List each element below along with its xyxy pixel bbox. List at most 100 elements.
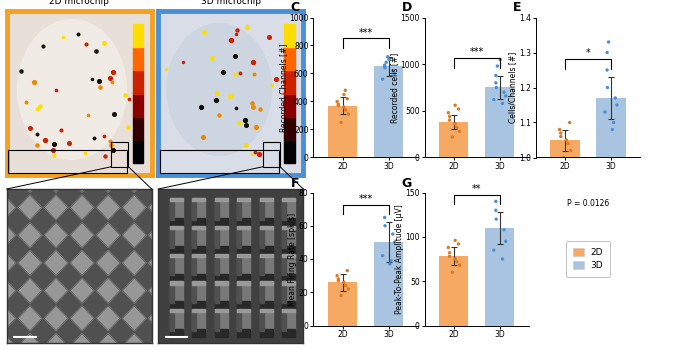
Bar: [374, 242, 403, 326]
Polygon shape: [149, 167, 172, 192]
Polygon shape: [44, 167, 67, 192]
Bar: [282, 309, 295, 331]
Point: [491, 80, 501, 86]
Point: [555, 130, 566, 136]
Bar: [215, 218, 228, 226]
Polygon shape: [71, 278, 94, 303]
Point: [63, 140, 74, 145]
Polygon shape: [175, 278, 198, 303]
Polygon shape: [44, 195, 67, 220]
Bar: [282, 198, 286, 220]
Bar: [485, 228, 514, 326]
Bar: [237, 226, 251, 229]
Point: [195, 104, 206, 110]
Point: [51, 88, 61, 93]
Text: 2D microchip: 2D microchip: [49, 0, 109, 6]
Bar: [282, 254, 295, 275]
Polygon shape: [123, 223, 146, 247]
Point: [99, 40, 110, 46]
Bar: [133, 117, 143, 140]
Bar: [170, 198, 183, 220]
Point: [447, 134, 458, 140]
Bar: [170, 329, 183, 337]
Point: [384, 57, 394, 62]
Polygon shape: [18, 195, 42, 220]
Bar: [259, 254, 273, 257]
Polygon shape: [96, 278, 120, 303]
Bar: [170, 218, 183, 226]
Point: [450, 121, 460, 127]
Point: [444, 117, 455, 123]
Bar: [259, 329, 273, 337]
Bar: [259, 309, 273, 331]
Polygon shape: [44, 251, 67, 275]
Bar: [215, 281, 219, 303]
Bar: [170, 254, 174, 275]
Polygon shape: [0, 334, 16, 350]
Bar: [374, 66, 403, 158]
Bar: [282, 226, 295, 229]
Polygon shape: [71, 223, 94, 247]
Polygon shape: [18, 334, 42, 350]
Polygon shape: [0, 251, 16, 275]
Polygon shape: [71, 140, 94, 164]
Bar: [215, 226, 219, 247]
Bar: [282, 281, 295, 303]
Bar: [259, 281, 273, 285]
Point: [453, 106, 464, 112]
Point: [271, 76, 282, 82]
Polygon shape: [44, 334, 67, 350]
Polygon shape: [123, 140, 146, 164]
Text: *: *: [586, 48, 590, 58]
Point: [491, 85, 501, 90]
Point: [251, 124, 262, 130]
Bar: [237, 309, 251, 331]
Bar: [237, 274, 251, 281]
Point: [49, 141, 59, 146]
Bar: [282, 281, 286, 303]
Bar: [259, 226, 273, 229]
Bar: [193, 198, 206, 220]
Point: [212, 90, 222, 96]
Polygon shape: [149, 223, 172, 247]
Polygon shape: [96, 334, 120, 350]
Point: [242, 25, 253, 30]
Point: [34, 104, 44, 110]
Point: [72, 31, 83, 36]
Bar: [282, 309, 295, 312]
Text: D: D: [402, 1, 412, 14]
Point: [340, 283, 351, 288]
Point: [333, 278, 344, 284]
Point: [340, 88, 350, 93]
Bar: [215, 281, 228, 303]
Point: [230, 71, 241, 77]
Bar: [328, 282, 357, 326]
Bar: [282, 309, 286, 331]
Bar: [282, 226, 286, 247]
Polygon shape: [18, 251, 42, 275]
Bar: [170, 281, 183, 285]
Bar: [193, 254, 206, 257]
Bar: [170, 301, 183, 309]
Bar: [193, 254, 196, 275]
Bar: [215, 246, 228, 254]
Bar: [282, 198, 295, 202]
Bar: [193, 254, 206, 275]
Bar: [193, 301, 206, 309]
Bar: [193, 274, 206, 281]
Point: [247, 104, 258, 110]
Point: [266, 82, 277, 88]
Bar: [282, 274, 295, 281]
Bar: [193, 246, 206, 254]
Polygon shape: [96, 251, 120, 275]
Polygon shape: [0, 167, 16, 192]
Point: [382, 54, 393, 60]
Ellipse shape: [167, 24, 272, 155]
Point: [444, 253, 455, 259]
Point: [338, 92, 349, 97]
Bar: [259, 281, 264, 303]
Point: [106, 79, 117, 85]
Text: F: F: [290, 176, 299, 190]
Polygon shape: [71, 167, 94, 192]
Bar: [237, 198, 251, 202]
